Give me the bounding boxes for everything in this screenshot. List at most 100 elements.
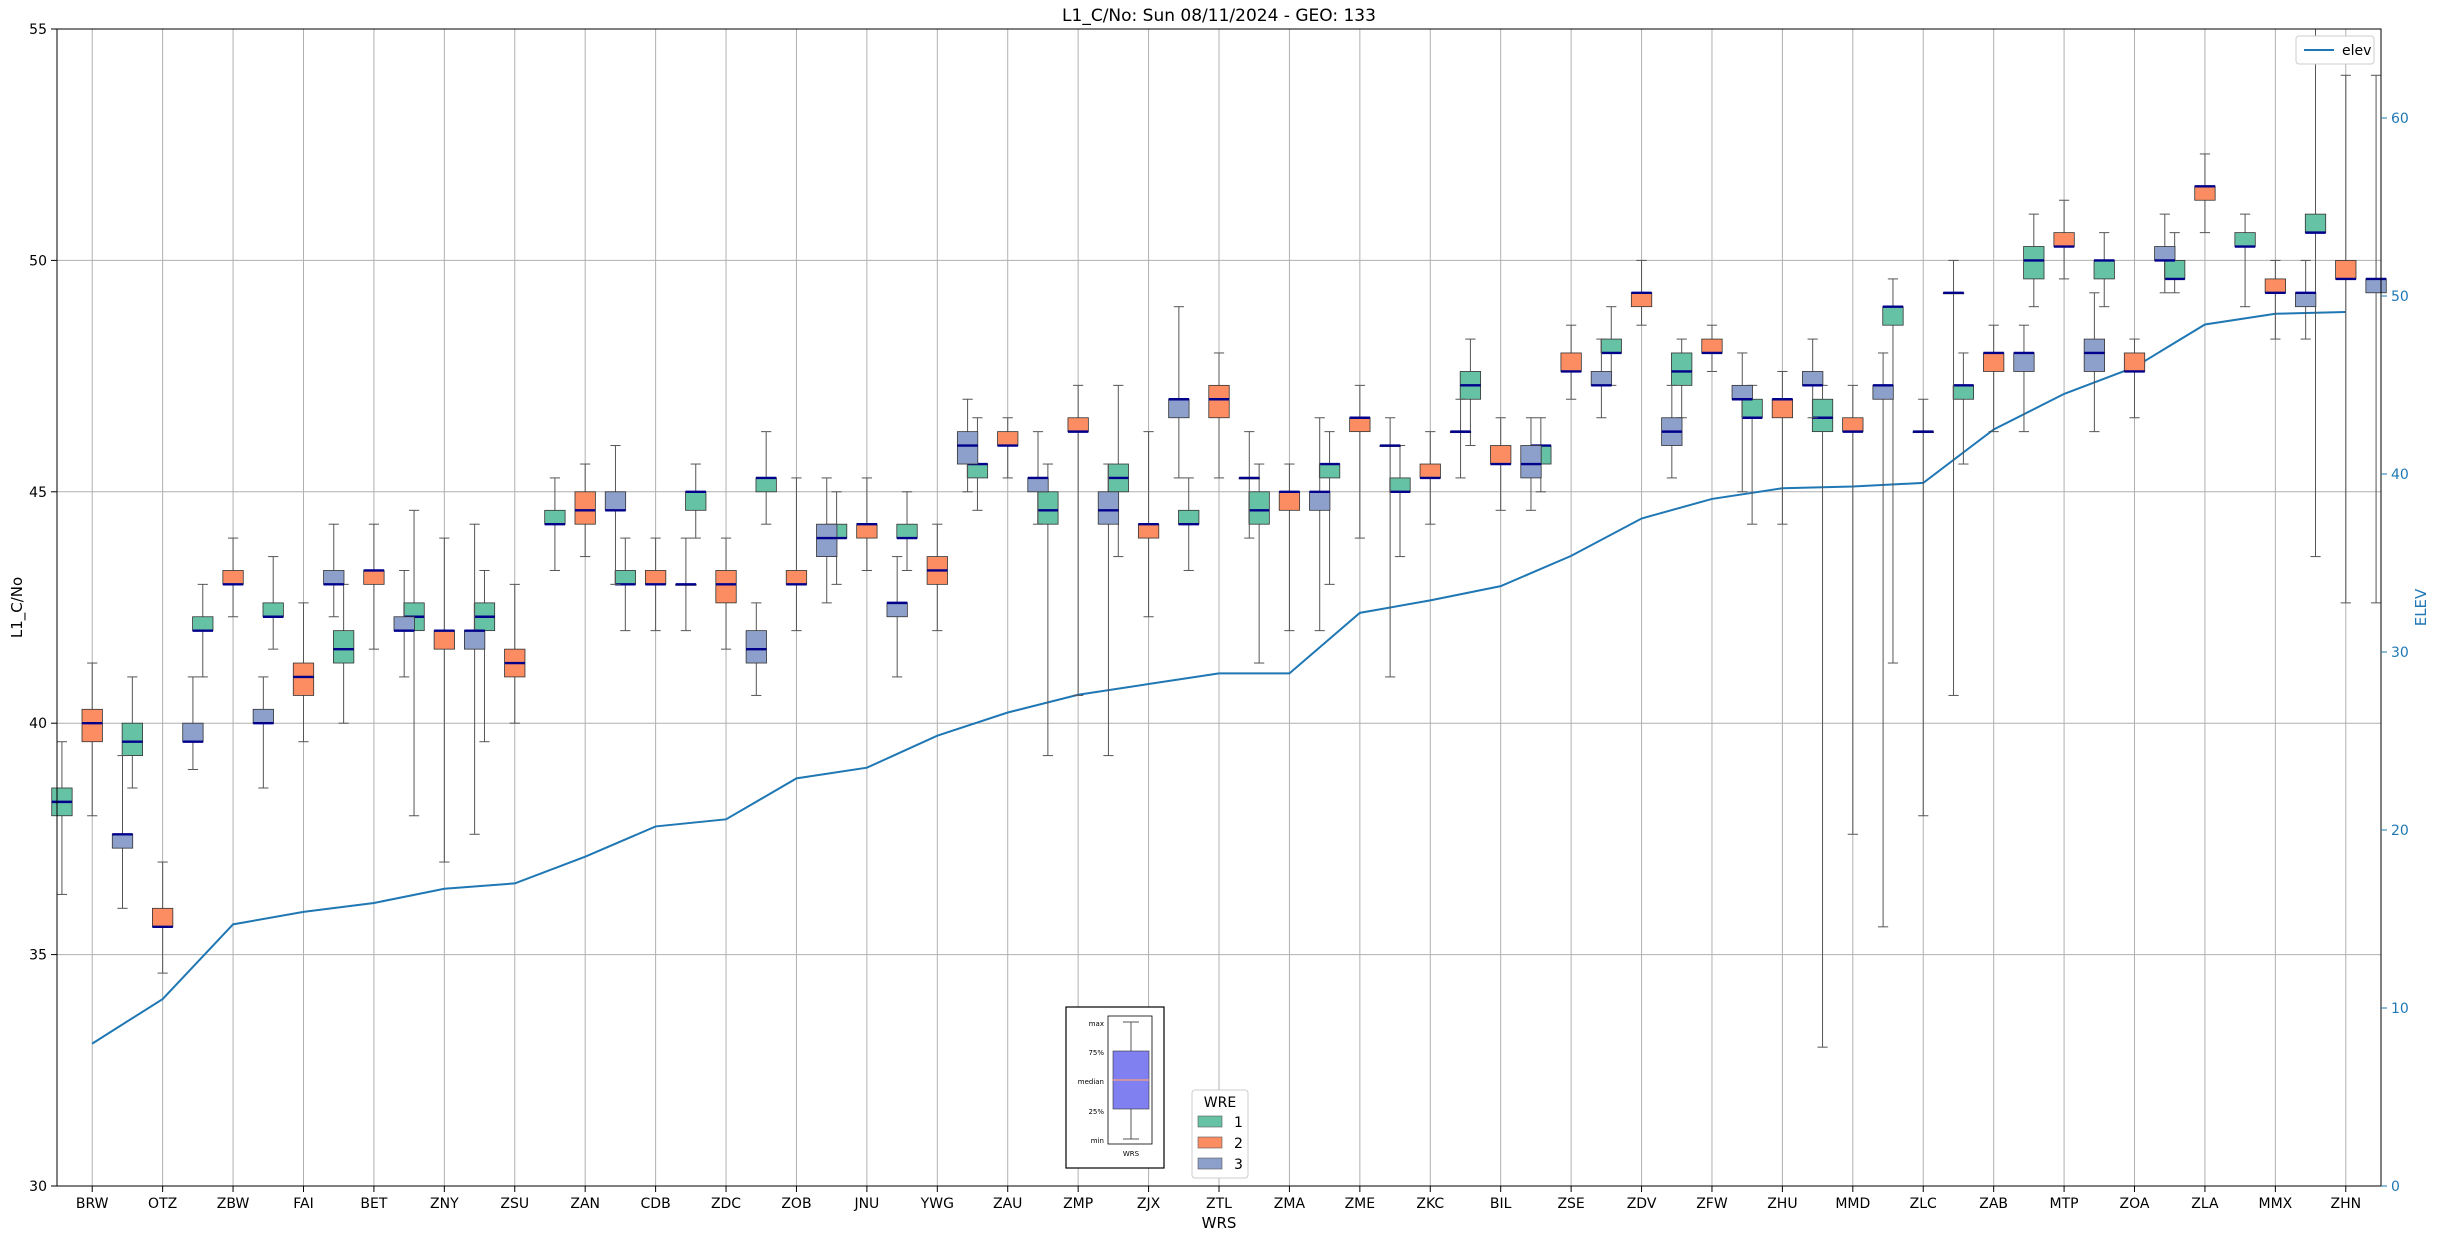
box-iqr bbox=[152, 907, 174, 928]
box-ZAN-wre2 bbox=[574, 463, 596, 558]
box-ZMP-wre1 bbox=[1037, 463, 1059, 757]
box-iqr bbox=[1731, 384, 1753, 400]
box-iqr bbox=[2304, 213, 2327, 234]
x-tick-label: ZLA bbox=[2191, 1196, 2219, 1212]
x-tick-label: MTP bbox=[2050, 1196, 2079, 1212]
box-iqr bbox=[2234, 232, 2256, 247]
key-inner-frame bbox=[1107, 1015, 1153, 1145]
box-ZOB-wre1 bbox=[755, 431, 777, 525]
box-ZAU-wre3 bbox=[1027, 431, 1049, 525]
elev-line-layer bbox=[91, 311, 2346, 1045]
x-tick-label: ZAU bbox=[993, 1196, 1022, 1212]
box-ZBW-wre1 bbox=[192, 583, 214, 678]
box-ZAU-wre2 bbox=[997, 417, 1019, 479]
box-iqr bbox=[544, 509, 566, 525]
box-ZHN-wre2 bbox=[2335, 74, 2357, 604]
box-iqr bbox=[2264, 278, 2286, 294]
box-ZME-wre2 bbox=[1349, 384, 1371, 539]
box-BRW-wre3 bbox=[111, 755, 134, 909]
box-ZDV-wre3 bbox=[1661, 384, 1683, 479]
x-tick-label: ZAN bbox=[570, 1196, 600, 1212]
box-iqr bbox=[192, 616, 214, 632]
box-ZMP-wre2 bbox=[1067, 384, 1089, 696]
box-ZOA-wre3 bbox=[2154, 213, 2176, 294]
box-ZAB-wre3 bbox=[2013, 324, 2035, 433]
box-iqr bbox=[1872, 384, 1894, 400]
box-iqr bbox=[2013, 352, 2035, 372]
x-axis-label: WRS bbox=[1202, 1214, 1237, 1232]
box-BIL-wre1 bbox=[1459, 338, 1482, 447]
box-ZOA-wre2 bbox=[2123, 338, 2146, 419]
box-ZJX-wre2 bbox=[1137, 431, 1160, 618]
box-YWG-wre3 bbox=[956, 398, 979, 493]
x-tick-label: ZMP bbox=[1063, 1196, 1093, 1212]
key-label: 25% bbox=[1088, 1108, 1104, 1116]
box-CDB-wre1 bbox=[614, 537, 636, 632]
elev-legend-label: elev bbox=[2342, 43, 2371, 59]
box-ZTL-wre1 bbox=[1178, 477, 1200, 571]
wre-legend-swatch bbox=[1197, 1157, 1223, 1170]
x-tick-label: ZTL bbox=[1206, 1196, 1232, 1212]
legends: elev WRE 1 2 3 max 75% median 25% min WRS bbox=[1065, 35, 2375, 1179]
box-iqr bbox=[1248, 491, 1270, 525]
box-JNU-wre3 bbox=[886, 556, 908, 678]
x-tick-label: ZAB bbox=[1979, 1196, 2008, 1212]
wre-legend-title: WRE bbox=[1204, 1095, 1236, 1111]
box-iqr bbox=[1490, 445, 1512, 465]
box-ZLC-wre2 bbox=[1912, 398, 1934, 817]
box-iqr bbox=[886, 602, 908, 618]
wre-legend-label: 2 bbox=[1234, 1136, 1243, 1152]
box-iqr bbox=[1811, 398, 1834, 433]
box-iqr bbox=[1771, 398, 1794, 419]
box-FAI-wre1 bbox=[262, 556, 284, 650]
box-iqr bbox=[2295, 292, 2317, 308]
y-tick-label: 45 bbox=[29, 485, 47, 501]
box-iqr bbox=[755, 477, 777, 493]
key-label: min bbox=[1091, 1137, 1104, 1145]
y-tick-label: 30 bbox=[29, 1179, 47, 1195]
box-ZMA-wre1 bbox=[1248, 463, 1270, 664]
box-ZNY-wre2 bbox=[433, 537, 455, 863]
x-tick-label: BIL bbox=[1490, 1196, 1512, 1212]
box-OTZ-wre3 bbox=[182, 676, 204, 770]
x-tick-label: ZMA bbox=[1274, 1196, 1306, 1212]
box-YWG-wre1 bbox=[896, 491, 918, 571]
box-iqr bbox=[745, 630, 767, 664]
key-xlabel: WRS bbox=[1123, 1150, 1140, 1158]
x-tick-label: ZLC bbox=[1910, 1196, 1937, 1212]
box-MTP-wre3 bbox=[2083, 292, 2105, 433]
box-ZOB-wre2 bbox=[785, 477, 808, 632]
box-JNU-wre2 bbox=[856, 477, 878, 571]
box-ZMA-wre3 bbox=[1309, 417, 1331, 632]
box-iqr bbox=[1600, 338, 1622, 354]
box-ZSU-wre1 bbox=[473, 569, 496, 743]
box-ZMP-wre3 bbox=[1097, 463, 1120, 757]
y-tick-label: 35 bbox=[29, 948, 47, 964]
box-ZMA-wre2 bbox=[1278, 463, 1301, 632]
box-MMD-wre2 bbox=[1842, 384, 1864, 835]
chart-title: L1_C/No: Sun 08/11/2024 - GEO: 133 bbox=[1062, 6, 1376, 26]
x-tick-label: YWG bbox=[920, 1196, 954, 1212]
box-ZSE-wre3 bbox=[1590, 338, 1613, 419]
box-iqr bbox=[1318, 463, 1341, 479]
y2-tick-label: 50 bbox=[2391, 289, 2409, 305]
box-FAI-wre3 bbox=[323, 523, 345, 618]
y2-tick-label: 30 bbox=[2391, 645, 2409, 661]
box-iqr bbox=[856, 523, 878, 539]
box-iqr bbox=[1842, 417, 1864, 433]
box-ZKC-wre3 bbox=[1449, 398, 1472, 479]
box-ZDV-wre2 bbox=[1630, 259, 1653, 326]
y2-tick-label: 40 bbox=[2391, 467, 2409, 483]
box-FAI-wre2 bbox=[292, 602, 315, 743]
box-BRW-wre1 bbox=[51, 741, 73, 895]
box-ZLC-wre1 bbox=[1882, 278, 1904, 664]
elev-line bbox=[91, 311, 2346, 1045]
box-ZSE-wre2 bbox=[1560, 324, 1582, 400]
y-tick-label: 50 bbox=[29, 253, 47, 269]
box-iqr bbox=[2053, 232, 2075, 247]
x-tick-label: ZME bbox=[1345, 1196, 1376, 1212]
box-OTZ-wre2 bbox=[152, 861, 174, 974]
box-iqr bbox=[785, 570, 808, 585]
